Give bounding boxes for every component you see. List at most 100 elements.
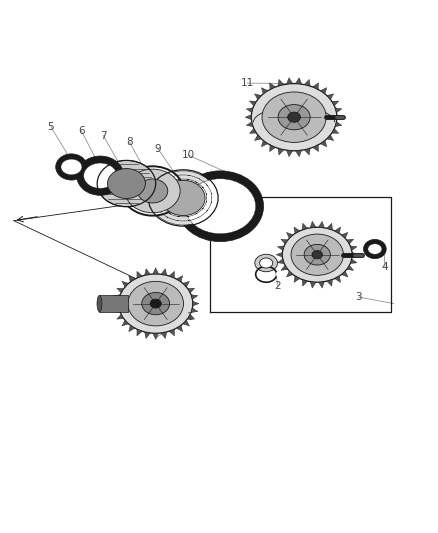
Polygon shape bbox=[249, 128, 256, 133]
Polygon shape bbox=[270, 145, 276, 151]
Polygon shape bbox=[350, 246, 357, 251]
Ellipse shape bbox=[150, 299, 161, 308]
Text: 2: 2 bbox=[275, 281, 281, 291]
Polygon shape bbox=[191, 295, 198, 300]
Ellipse shape bbox=[56, 154, 87, 180]
Polygon shape bbox=[302, 223, 307, 230]
Polygon shape bbox=[350, 259, 357, 263]
Polygon shape bbox=[145, 269, 150, 275]
Text: 4: 4 bbox=[381, 262, 388, 271]
Ellipse shape bbox=[84, 163, 117, 188]
Polygon shape bbox=[188, 314, 194, 319]
Polygon shape bbox=[327, 135, 334, 141]
Polygon shape bbox=[341, 271, 348, 277]
Polygon shape bbox=[193, 301, 199, 306]
Polygon shape bbox=[335, 276, 341, 282]
Polygon shape bbox=[261, 87, 268, 94]
Ellipse shape bbox=[97, 160, 155, 207]
Polygon shape bbox=[337, 115, 343, 119]
Polygon shape bbox=[261, 141, 268, 147]
Polygon shape bbox=[122, 281, 129, 287]
Polygon shape bbox=[122, 320, 129, 326]
Polygon shape bbox=[137, 329, 142, 336]
Polygon shape bbox=[246, 108, 253, 112]
Ellipse shape bbox=[77, 156, 124, 195]
Ellipse shape bbox=[262, 92, 326, 142]
Text: 7: 7 bbox=[100, 131, 106, 141]
Polygon shape bbox=[137, 271, 142, 278]
Ellipse shape bbox=[312, 251, 322, 259]
Polygon shape bbox=[113, 301, 119, 306]
Polygon shape bbox=[296, 150, 302, 157]
Polygon shape bbox=[270, 83, 276, 90]
Polygon shape bbox=[302, 279, 307, 286]
Polygon shape bbox=[304, 79, 310, 86]
Polygon shape bbox=[254, 94, 261, 100]
Polygon shape bbox=[335, 108, 342, 112]
Polygon shape bbox=[153, 333, 159, 340]
Text: 11: 11 bbox=[241, 78, 254, 88]
Polygon shape bbox=[335, 122, 342, 126]
Polygon shape bbox=[347, 239, 353, 244]
Text: 8: 8 bbox=[126, 137, 133, 147]
Polygon shape bbox=[347, 265, 353, 270]
Polygon shape bbox=[161, 332, 167, 338]
Text: 6: 6 bbox=[78, 126, 85, 136]
Ellipse shape bbox=[97, 295, 102, 312]
Polygon shape bbox=[327, 94, 334, 100]
Ellipse shape bbox=[368, 244, 382, 254]
Polygon shape bbox=[327, 223, 332, 230]
Ellipse shape bbox=[251, 84, 337, 151]
Polygon shape bbox=[341, 232, 348, 238]
Polygon shape bbox=[245, 115, 251, 119]
Polygon shape bbox=[191, 308, 198, 312]
Polygon shape bbox=[276, 253, 283, 257]
Polygon shape bbox=[286, 150, 293, 157]
Polygon shape bbox=[113, 295, 120, 300]
Polygon shape bbox=[145, 332, 150, 338]
Polygon shape bbox=[294, 227, 300, 233]
Ellipse shape bbox=[364, 239, 386, 259]
Polygon shape bbox=[117, 314, 124, 319]
Ellipse shape bbox=[61, 159, 82, 175]
Polygon shape bbox=[286, 232, 293, 238]
Ellipse shape bbox=[122, 166, 184, 216]
Polygon shape bbox=[113, 308, 120, 312]
Polygon shape bbox=[294, 276, 300, 282]
Polygon shape bbox=[286, 271, 293, 277]
Ellipse shape bbox=[142, 293, 170, 315]
Ellipse shape bbox=[255, 254, 278, 272]
Polygon shape bbox=[129, 276, 135, 282]
Text: 3: 3 bbox=[355, 292, 362, 302]
Polygon shape bbox=[277, 246, 284, 251]
Ellipse shape bbox=[138, 179, 168, 203]
Ellipse shape bbox=[128, 281, 184, 326]
Ellipse shape bbox=[288, 112, 300, 122]
Polygon shape bbox=[313, 83, 318, 90]
Polygon shape bbox=[310, 221, 316, 228]
Polygon shape bbox=[352, 253, 358, 257]
Polygon shape bbox=[278, 79, 284, 86]
Polygon shape bbox=[318, 281, 325, 288]
Ellipse shape bbox=[125, 169, 180, 213]
Polygon shape bbox=[153, 268, 159, 274]
Polygon shape bbox=[296, 78, 302, 84]
Bar bbox=[99, 295, 128, 312]
Polygon shape bbox=[286, 78, 293, 84]
Polygon shape bbox=[177, 325, 183, 332]
Polygon shape bbox=[313, 145, 318, 151]
Polygon shape bbox=[254, 135, 261, 141]
Polygon shape bbox=[183, 281, 190, 287]
Polygon shape bbox=[327, 279, 332, 286]
Polygon shape bbox=[246, 122, 253, 126]
Ellipse shape bbox=[119, 274, 193, 333]
Polygon shape bbox=[320, 87, 327, 94]
Ellipse shape bbox=[283, 227, 352, 282]
Text: 10: 10 bbox=[182, 150, 195, 160]
Text: 1: 1 bbox=[187, 312, 194, 322]
Polygon shape bbox=[335, 227, 341, 233]
Ellipse shape bbox=[304, 245, 330, 265]
Polygon shape bbox=[304, 148, 310, 155]
Ellipse shape bbox=[161, 180, 205, 215]
Text: 5: 5 bbox=[48, 122, 54, 132]
